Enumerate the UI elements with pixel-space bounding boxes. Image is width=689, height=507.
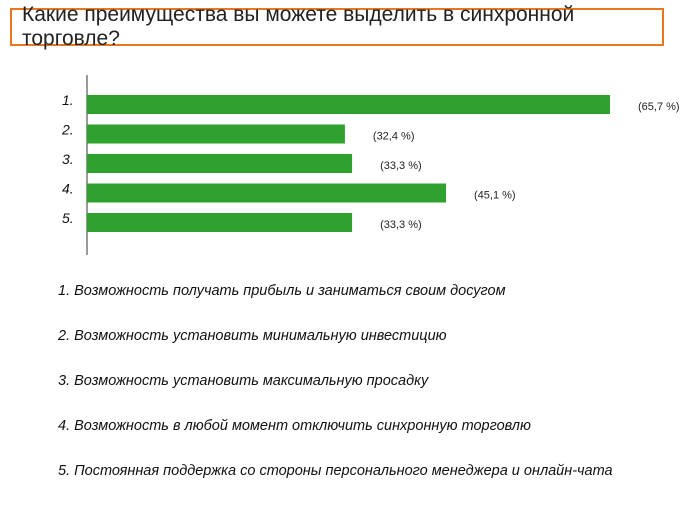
bar [87, 154, 353, 173]
data-label: (32,4 %) [373, 131, 415, 143]
question-title-box: Какие преимущества вы можете выделить в … [10, 3, 664, 50]
data-label: (33,3 %) [380, 219, 422, 231]
bar [87, 95, 610, 114]
legend-item-2: 2. Возможность установить минимальную ин… [58, 328, 447, 344]
legend-item-3: 3. Возможность установить максимальную п… [58, 373, 429, 389]
category-label: 2. [61, 122, 74, 138]
bar [87, 183, 447, 203]
bar [87, 213, 353, 232]
bar-chart: 1. (65,7 %) 2. (32,4 %) 3. (33,3 %) 4. (45,1 %)… [61, 75, 680, 255]
legend-item-4: 4. Возможность в любой момент отключить … [58, 418, 531, 434]
question-title: Какие преимущества вы можете выделить в … [22, 3, 575, 50]
category-label: 3. [62, 151, 74, 167]
data-label: (33,3 %) [380, 160, 422, 172]
category-label: 5. [62, 210, 74, 226]
bar [87, 124, 345, 144]
legend-item-5: 5. Постоянная поддержка со стороны персо… [58, 463, 613, 479]
answer-legend: 1. Возможность получать прибыль и занима… [58, 282, 678, 507]
legend-item-1: 1. Возможность получать прибыль и занима… [58, 283, 506, 299]
category-label: 4. [62, 181, 74, 197]
data-label: (45,1 %) [474, 190, 516, 202]
data-label: (65,7 %) [638, 101, 680, 113]
category-label: 1. [62, 92, 74, 108]
